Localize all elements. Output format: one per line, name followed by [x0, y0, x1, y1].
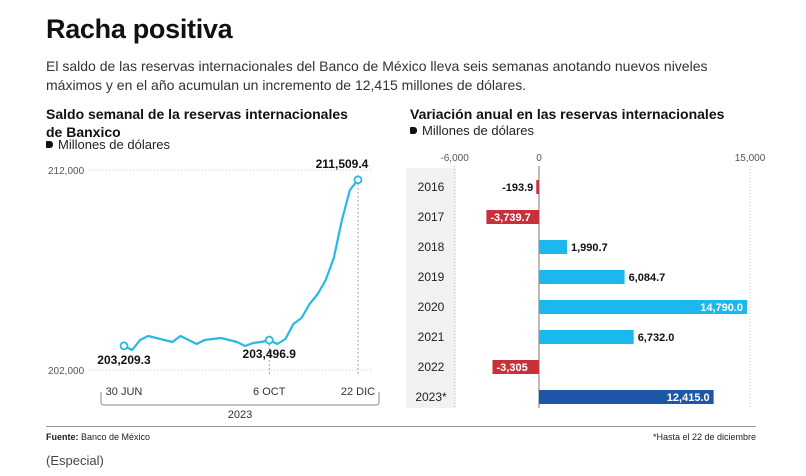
x-tick-label: 6 OCT: [253, 386, 286, 398]
source-label: Fuente:: [46, 432, 79, 442]
left-chart-unit: Millones de dólares: [46, 137, 170, 152]
page-subtitle: El saldo de las reservas internacionales…: [46, 58, 708, 93]
tag-icon: [46, 141, 53, 148]
data-point-marker: [264, 335, 274, 345]
category-label: 2019: [418, 270, 445, 284]
category-label: 2023*: [415, 390, 447, 404]
bar: [539, 390, 714, 404]
footer-source: Fuente: Banco de México: [46, 432, 150, 442]
series-line: [123, 179, 359, 352]
category-label: 2021: [418, 330, 445, 344]
bar: [486, 210, 539, 224]
bar: [539, 330, 634, 344]
category-label: 2016: [418, 180, 445, 194]
category-label: 2018: [418, 240, 445, 254]
left-chart-title: Saldo semanal de la reservas internacion…: [46, 106, 348, 140]
bar: [536, 180, 539, 194]
bar-value-label: 14,790.0: [700, 302, 743, 314]
category-label: 2020: [418, 300, 445, 314]
right-chart-unit: Millones de dólares: [410, 123, 534, 138]
x-tick-label: -6,000: [440, 153, 469, 164]
category-shade: [406, 168, 456, 408]
image-credit: (Especial): [46, 453, 104, 468]
bar-value-label: -3,739.7: [490, 212, 530, 224]
right-chart-title: Variación anual en las reservas internac…: [410, 106, 725, 122]
bar: [539, 270, 625, 284]
data-point-marker: [119, 341, 129, 351]
tag-icon: [410, 127, 417, 134]
data-point-marker: [353, 175, 363, 185]
bar-value-label: 6,732.0: [638, 332, 675, 344]
left-unit-label: Millones de dólares: [58, 137, 171, 152]
bar: [539, 240, 568, 254]
bar: [539, 300, 748, 314]
x-tick-label: 0: [536, 153, 542, 164]
category-label: 2022: [418, 360, 445, 374]
year-bracket: [100, 392, 380, 406]
category-label: 2017: [418, 210, 445, 224]
y-tick-label: 212,000: [48, 166, 85, 177]
bar-value-label: 12,415.0: [667, 392, 710, 404]
x-tick-label: 15,000: [735, 153, 766, 164]
data-point-label: 203,209.3: [97, 353, 151, 367]
footer-note: *Hasta el 22 de diciembre: [652, 432, 756, 442]
x-group-label: 2023: [228, 409, 252, 421]
x-tick-label: 30 JUN: [106, 386, 143, 398]
page-title: Racha positiva: [46, 14, 233, 44]
bar-value-label: 1,990.7: [571, 242, 608, 254]
data-point-label: 211,509.4: [316, 157, 369, 171]
bar-value-label: -3,305: [497, 362, 528, 374]
x-tick-label: 22 DIC: [341, 386, 375, 398]
data-point-label: 203,496.9: [243, 347, 297, 361]
source-text: Banco de México: [81, 432, 151, 442]
footer-rule: [46, 426, 756, 427]
bar-value-label: -193.9: [502, 182, 533, 194]
right-unit-label: Millones de dólares: [422, 123, 535, 138]
y-tick-label: 202,000: [48, 366, 85, 377]
bar: [492, 360, 539, 374]
bar-value-label: 6,084.7: [629, 272, 666, 284]
